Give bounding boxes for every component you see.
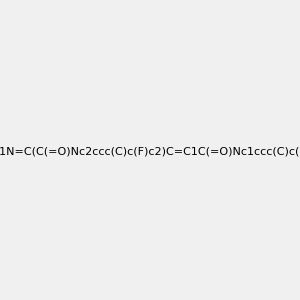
Text: CN1N=C(C(=O)Nc2ccc(C)c(F)c2)C=C1C(=O)Nc1ccc(C)c(F)c1: CN1N=C(C(=O)Nc2ccc(C)c(F)c2)C=C1C(=O)Nc1… (0, 146, 300, 157)
